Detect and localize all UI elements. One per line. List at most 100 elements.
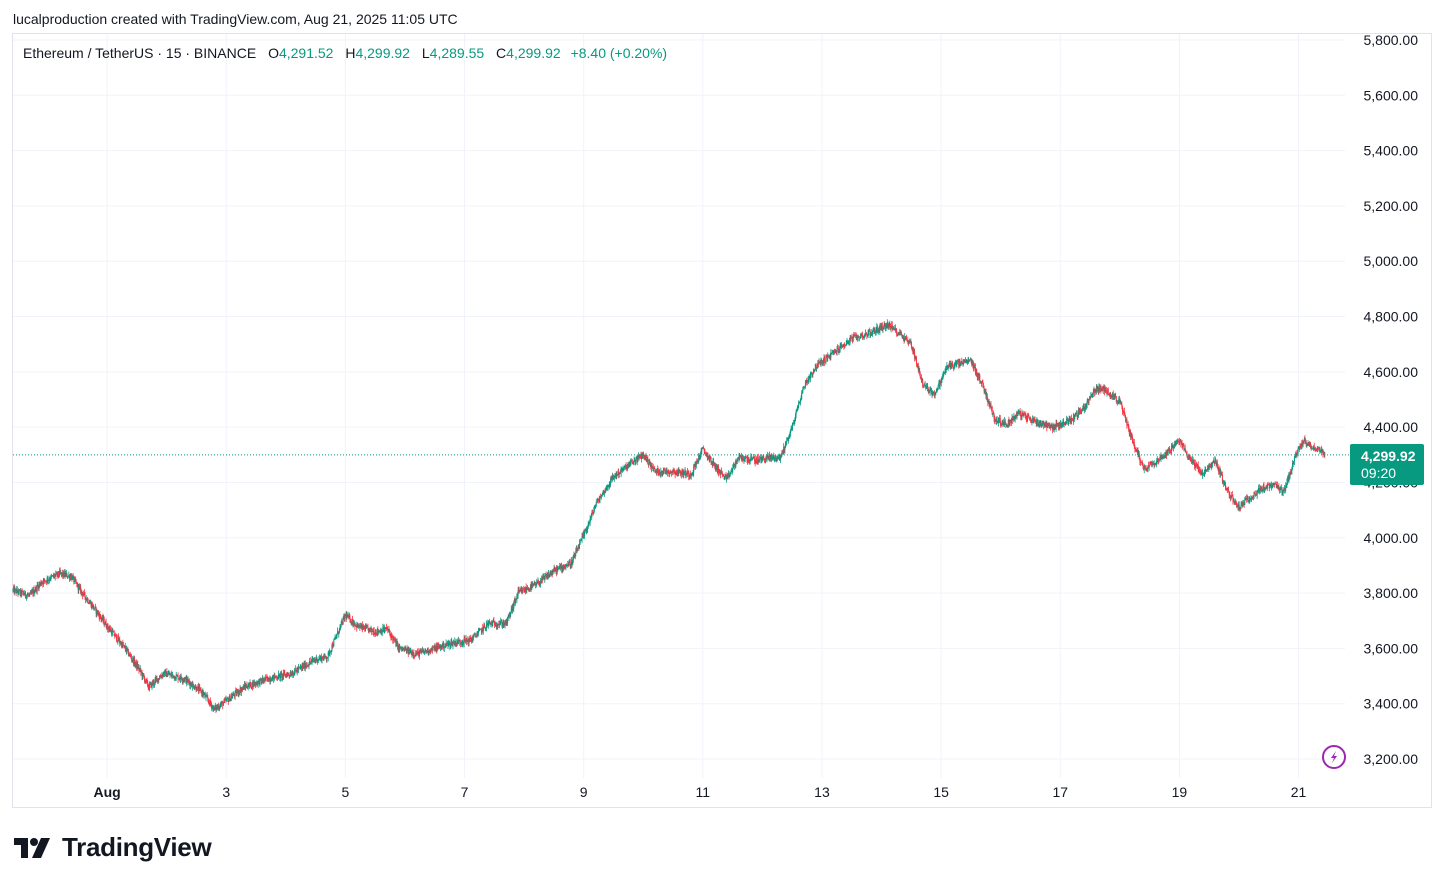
candle — [286, 672, 288, 679]
candle-body — [705, 452, 707, 454]
candle-body — [196, 690, 198, 692]
candle — [547, 571, 549, 580]
candle — [595, 498, 597, 508]
candle — [168, 669, 170, 675]
candle-body — [218, 707, 220, 709]
candle-body — [589, 518, 591, 524]
candle-body — [131, 659, 133, 661]
candle-body — [768, 454, 770, 458]
candle — [877, 329, 879, 333]
candle — [34, 589, 36, 597]
candle — [893, 328, 895, 331]
candle — [788, 435, 790, 444]
candle-body — [454, 640, 456, 646]
candle-body — [952, 366, 954, 368]
candle — [948, 361, 950, 367]
candle-body — [738, 455, 740, 459]
candle-body — [207, 697, 209, 700]
candle — [129, 651, 131, 658]
candle — [955, 360, 957, 367]
candle-body — [518, 590, 520, 592]
candle-body — [515, 598, 517, 603]
candle — [534, 582, 536, 589]
candle — [212, 705, 214, 713]
candle — [149, 682, 151, 688]
candle — [711, 461, 713, 469]
candle — [124, 642, 126, 652]
candle — [527, 587, 529, 591]
candle-body — [886, 323, 888, 328]
candle-body — [1004, 420, 1006, 425]
candle-body — [1019, 411, 1021, 415]
candle — [884, 323, 886, 332]
candle — [54, 573, 56, 581]
candle-body — [34, 590, 36, 592]
candle — [338, 631, 340, 638]
candle — [855, 332, 857, 341]
candle-body — [636, 458, 638, 462]
candle-body — [255, 682, 257, 685]
candle — [117, 633, 119, 642]
candle — [972, 359, 974, 369]
candle — [866, 333, 868, 337]
candle — [967, 357, 969, 364]
candle — [526, 585, 528, 590]
candle-body — [839, 349, 841, 350]
candle-body — [352, 622, 354, 625]
candle — [104, 622, 106, 626]
candle — [872, 327, 874, 335]
candle-body — [886, 323, 888, 327]
candle-body — [716, 466, 718, 470]
candle-body — [497, 624, 499, 626]
candle-body — [685, 470, 687, 476]
candle — [351, 615, 353, 626]
candle-body — [1025, 413, 1027, 419]
candle-body — [204, 694, 206, 695]
candle — [121, 641, 123, 649]
candle — [1020, 414, 1022, 421]
candle-body — [178, 678, 180, 680]
candle — [721, 467, 723, 474]
candle-body — [50, 575, 52, 577]
candle — [989, 402, 991, 408]
candle — [686, 470, 688, 475]
candle — [250, 682, 252, 688]
candle — [237, 688, 239, 697]
candle — [432, 645, 434, 652]
candle — [588, 520, 590, 525]
candle — [852, 334, 854, 342]
candle-body — [245, 686, 247, 688]
candle-body — [438, 645, 440, 647]
candle-body — [478, 630, 480, 632]
candle-body — [371, 630, 373, 632]
candle — [769, 454, 771, 462]
candle-body — [155, 678, 157, 679]
candle-body — [196, 686, 198, 691]
candle-body — [84, 592, 86, 598]
candle-body — [494, 624, 496, 627]
candle-body — [734, 464, 736, 466]
candle-body — [190, 682, 192, 686]
candle-body — [500, 621, 502, 623]
candle — [276, 676, 278, 681]
candle — [122, 642, 124, 647]
candle-body — [591, 512, 593, 516]
candle — [490, 622, 492, 628]
candle-body — [119, 639, 121, 644]
candle-body — [37, 585, 39, 589]
candle-body — [1007, 425, 1009, 427]
candle — [236, 688, 238, 697]
candle-body — [49, 579, 51, 581]
candle — [397, 644, 399, 653]
candle — [388, 625, 390, 633]
candle — [125, 646, 127, 653]
candle-body — [759, 458, 761, 462]
candle-body — [574, 553, 576, 558]
candle — [501, 619, 503, 628]
candle-body — [1004, 420, 1006, 425]
candle — [41, 580, 43, 586]
candle-body — [132, 657, 134, 664]
candle-body — [649, 462, 651, 467]
candle-body — [612, 476, 614, 479]
